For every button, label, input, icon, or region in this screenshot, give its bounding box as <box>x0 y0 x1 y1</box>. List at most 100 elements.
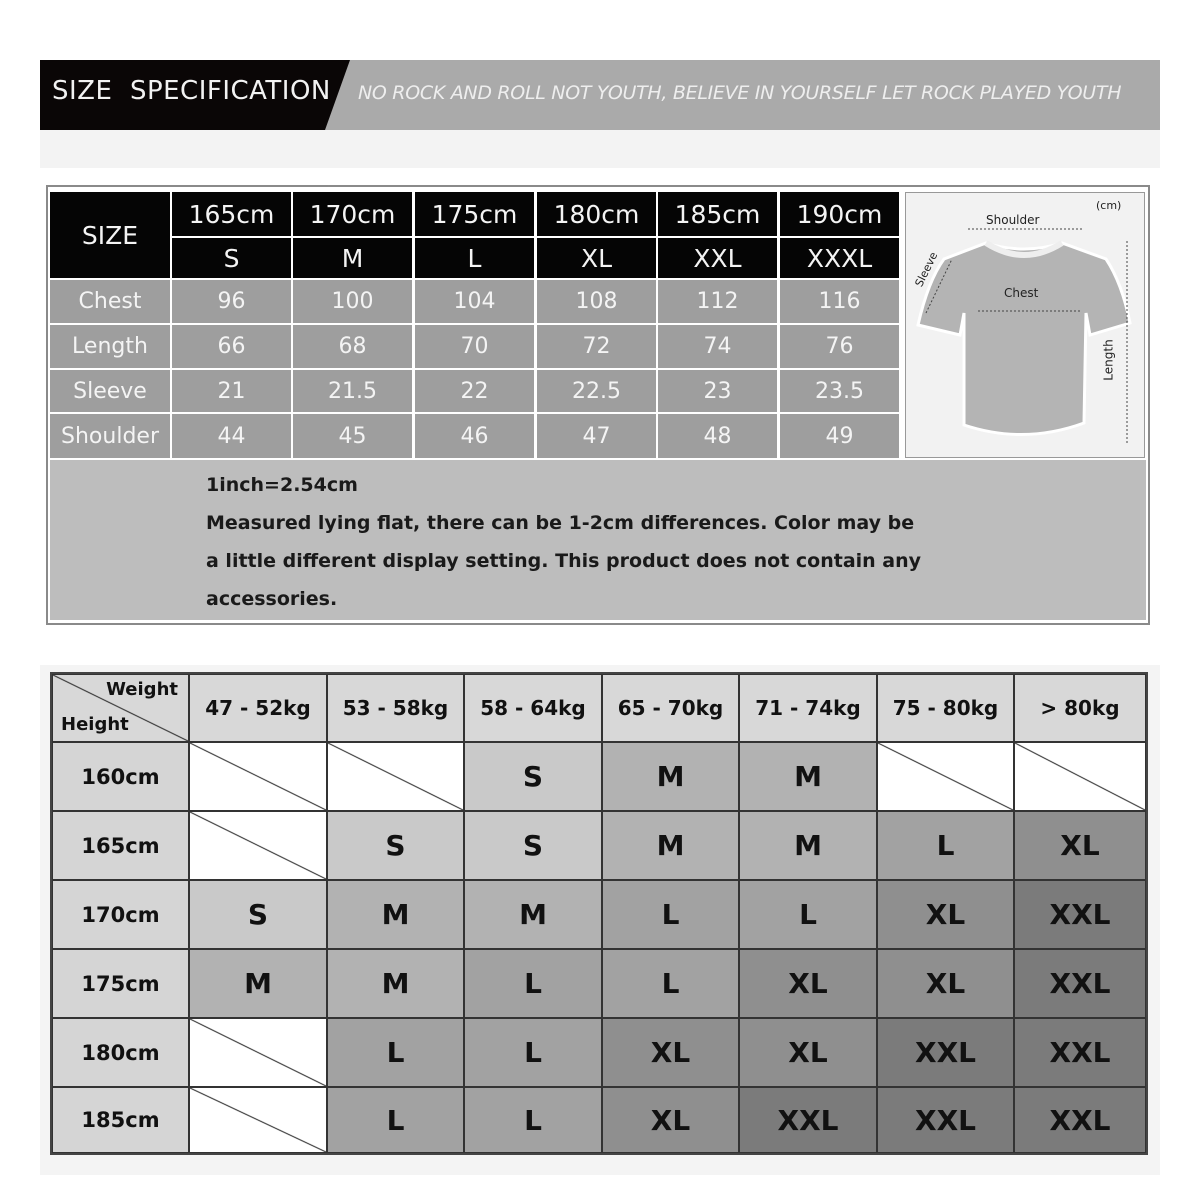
measurement-value: 96 <box>172 280 291 323</box>
not-applicable-cell <box>189 1018 327 1087</box>
banner-slogan: NO ROCK AND ROLL NOT YOUTH, BELIEVE IN Y… <box>358 82 1122 104</box>
measurement-value: 45 <box>293 414 412 458</box>
not-applicable-cell <box>189 742 327 811</box>
measurement-label: Length <box>50 325 170 368</box>
size-header: M <box>293 238 412 278</box>
not-applicable-cell <box>1014 742 1146 811</box>
measurement-value: 108 <box>537 280 656 323</box>
height-axis-label: Height <box>61 714 129 735</box>
recommended-size: XL <box>602 1018 739 1087</box>
height-row-label: 160cm <box>52 742 189 811</box>
measurement-value: 68 <box>293 325 412 368</box>
recommended-size: M <box>602 742 739 811</box>
weight-header: > 80kg <box>1014 674 1146 742</box>
tshirt-diagram-icon <box>916 228 1132 443</box>
measurement-notes: 1inch=2.54cm Measured lying flat, there … <box>50 460 1146 620</box>
measurement-value: 66 <box>172 325 291 368</box>
measurement-label: Shoulder <box>50 414 170 458</box>
measurement-value: 21 <box>172 370 291 412</box>
measurement-value: 21.5 <box>293 370 412 412</box>
measurement-value: 112 <box>658 280 777 323</box>
recommended-size: XXL <box>877 1087 1014 1153</box>
recommended-size: L <box>464 1087 602 1153</box>
recommended-size: XXL <box>1014 1018 1146 1087</box>
measurement-value: 74 <box>658 325 777 368</box>
recommended-size: S <box>464 742 602 811</box>
measurement-value: 104 <box>415 280 534 323</box>
banner-title: SIZE SPECIFICATION <box>52 76 331 106</box>
note-line: a little different display setting. This… <box>206 550 922 572</box>
recommended-size: L <box>464 1018 602 1087</box>
recommended-size: M <box>327 949 464 1018</box>
weight-axis-label: Weight <box>106 679 178 700</box>
recommended-size: L <box>327 1018 464 1087</box>
size-header: S <box>172 238 291 278</box>
not-applicable-cell <box>877 742 1014 811</box>
recommended-size: M <box>189 949 327 1018</box>
measurement-value: 23 <box>658 370 777 412</box>
not-applicable-cell <box>189 811 327 880</box>
size-header: XL <box>537 238 656 278</box>
height-header: 185cm <box>658 192 777 236</box>
recommended-size: XL <box>602 1087 739 1153</box>
unit-label: (cm) <box>1096 199 1122 212</box>
recommended-size: S <box>189 880 327 949</box>
measurement-value: 49 <box>780 414 899 458</box>
height-row-label: 180cm <box>52 1018 189 1087</box>
weight-height-corner: Weight Height <box>52 674 189 742</box>
recommended-size: XL <box>877 949 1014 1018</box>
measurement-value: 23.5 <box>780 370 899 412</box>
weight-header: 65 - 70kg <box>602 674 739 742</box>
recommended-size: L <box>327 1087 464 1153</box>
measurement-label: Chest <box>50 280 170 323</box>
height-header: 170cm <box>293 192 412 236</box>
size-corner-header: SIZE <box>50 192 170 278</box>
height-row-label: 165cm <box>52 811 189 880</box>
weight-header: 71 - 74kg <box>739 674 877 742</box>
note-line: accessories. <box>206 588 338 610</box>
measurement-value: 47 <box>537 414 656 458</box>
height-row-label: 185cm <box>52 1087 189 1153</box>
recommended-size: S <box>464 811 602 880</box>
height-weight-fit-table: Weight Height 47 - 52kg 53 - 58kg 58 - 64kg 6… <box>50 672 1148 1155</box>
measurement-value: 44 <box>172 414 291 458</box>
height-row-label: 175cm <box>52 949 189 1018</box>
recommended-size: XXL <box>739 1087 877 1153</box>
recommended-size: M <box>327 880 464 949</box>
recommended-size: XXL <box>1014 949 1146 1018</box>
measurement-value: 48 <box>658 414 777 458</box>
height-row-label: 170cm <box>52 880 189 949</box>
recommended-size: L <box>602 880 739 949</box>
measurement-value: 46 <box>415 414 534 458</box>
height-header: 180cm <box>537 192 656 236</box>
recommended-size: L <box>877 811 1014 880</box>
recommended-size: XL <box>877 880 1014 949</box>
measurement-value: 76 <box>780 325 899 368</box>
note-line: Measured lying flat, there can be 1-2cm … <box>206 512 915 534</box>
size-header: XXL <box>658 238 777 278</box>
recommended-size: L <box>464 949 602 1018</box>
not-applicable-cell <box>189 1087 327 1153</box>
measurement-diagram: (cm) Shoulder Chest Sleeve Length <box>905 192 1145 458</box>
measurement-value: 116 <box>780 280 899 323</box>
chest-label: Chest <box>1004 286 1039 300</box>
weight-header: 53 - 58kg <box>327 674 464 742</box>
recommended-size: L <box>602 949 739 1018</box>
note-inch-conversion: 1inch=2.54cm <box>206 474 358 496</box>
length-label: Length <box>1101 339 1116 381</box>
shoulder-label: Shoulder <box>986 213 1040 227</box>
recommended-size: XXL <box>1014 1087 1146 1153</box>
size-header: L <box>415 238 534 278</box>
measurement-value: 100 <box>293 280 412 323</box>
divider-band <box>40 130 1160 168</box>
recommended-size: XXL <box>877 1018 1014 1087</box>
measurement-value: 22 <box>415 370 534 412</box>
measurement-label: Sleeve <box>50 370 170 412</box>
recommended-size: M <box>464 880 602 949</box>
size-specification-banner: SIZE SPECIFICATION NO ROCK AND ROLL NOT … <box>40 60 1160 130</box>
recommended-size: M <box>602 811 739 880</box>
not-applicable-cell <box>327 742 464 811</box>
weight-header: 75 - 80kg <box>877 674 1014 742</box>
recommended-size: XL <box>739 949 877 1018</box>
recommended-size: M <box>739 742 877 811</box>
